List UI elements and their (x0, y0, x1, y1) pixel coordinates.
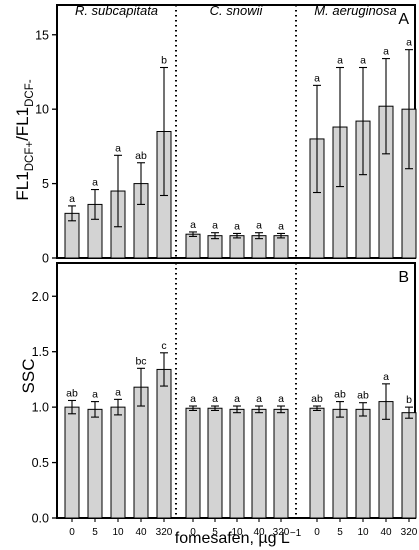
sig-label-b-0-3: bc (135, 355, 146, 367)
bar-b-2-4 (401, 412, 417, 519)
y-axis-title-b: SSC (19, 359, 38, 394)
sig-label-b-2-0: ab (311, 393, 323, 405)
x-axis-title-sup: −1 (290, 528, 302, 539)
sig-label-b-1-2: a (234, 393, 240, 405)
y-tick-label-a-0: 0 (42, 252, 49, 266)
sig-label-a-2-1: a (337, 55, 343, 67)
y-tick-label-b-2: 1.0 (32, 401, 49, 415)
sig-label-a-1-0: a (190, 219, 196, 231)
sig-label-a-0-0: a (69, 193, 75, 205)
x-tick-label-1-2: 10 (231, 527, 243, 538)
y-axis-title-a-sub1: DCF+ (24, 141, 36, 172)
bar-b-0-0 (64, 406, 80, 519)
sig-label-b-2-2: ab (357, 390, 369, 402)
panel-b: 0.00.51.01.52.0Bab0a5a10bc40c320a0a5a10a… (32, 262, 418, 538)
x-tick-label-2-0: 0 (314, 527, 320, 538)
bar-b-1-3 (251, 408, 267, 519)
sig-label-b-2-1: ab (334, 389, 346, 401)
sig-label-b-1-4: a (278, 393, 284, 405)
sig-label-a-0-3: ab (135, 150, 147, 162)
y-tick-label-a-2: 10 (35, 103, 49, 117)
bar-a-1-2 (229, 235, 245, 259)
bar-b-1-0 (185, 407, 201, 519)
sig-label-b-0-0: ab (66, 387, 78, 399)
species-label-1: C. snowii (210, 3, 264, 18)
x-tick-label-0-3: 40 (135, 527, 147, 538)
sig-label-b-0-4: c (161, 340, 166, 352)
bar-b-0-2 (110, 406, 126, 519)
x-tick-label-2-3: 40 (380, 527, 392, 538)
bar-b-0-3 (133, 386, 149, 519)
panel-letter-b: B (398, 269, 409, 286)
x-tick-label-2-4: 320 (401, 527, 418, 538)
species-label-0: R. subcapitata (75, 3, 158, 18)
x-axis-title-main: fomesafen, µg L (175, 530, 290, 547)
sig-label-b-2-4: b (406, 394, 412, 406)
x-tick-label-2-1: 5 (337, 527, 343, 538)
sig-label-b-1-0: a (190, 393, 196, 405)
y-axis-title-a: FL1DCF+/FL1DCF- (13, 79, 36, 200)
species-label-2: M. aeruginosa (314, 3, 396, 18)
sig-label-a-2-0: a (314, 72, 320, 84)
sig-label-a-0-4: b (161, 55, 167, 67)
sig-label-a-2-3: a (383, 46, 389, 58)
x-axis-title: fomesafen, µg L−1 (175, 528, 302, 547)
bar-b-1-1 (207, 407, 223, 519)
x-tick-label-1-4: 320 (273, 527, 290, 538)
y-tick-label-b-4: 2.0 (32, 290, 49, 304)
sig-label-a-2-4: a (406, 37, 412, 49)
sig-label-b-2-3: a (383, 371, 389, 383)
sig-label-b-0-2: a (115, 386, 121, 398)
y-tick-label-b-3: 1.5 (32, 345, 49, 359)
sig-label-b-1-3: a (256, 393, 262, 405)
bar-b-2-0 (309, 407, 325, 519)
bar-b-0-1 (87, 408, 103, 519)
sig-label-a-0-2: a (115, 142, 121, 154)
bar-a-1-4 (273, 235, 289, 259)
y-tick-label-b-0: 0.0 (32, 512, 49, 526)
y-tick-label-a-3: 15 (35, 28, 49, 42)
y-axis-title-a-sep: /FL1 (13, 107, 32, 141)
bar-a-1-0 (185, 233, 201, 259)
y-axis-title-a-sub2: DCF- (24, 79, 36, 107)
sig-label-a-1-3: a (256, 220, 262, 232)
bar-b-1-2 (229, 408, 245, 519)
x-tick-label-1-3: 40 (253, 527, 265, 538)
sig-label-a-1-2: a (234, 220, 240, 232)
sig-label-b-0-1: a (92, 389, 98, 401)
sig-label-a-0-1: a (92, 177, 98, 189)
y-axis-title-a-main: FL1 (13, 171, 32, 200)
sig-label-a-2-2: a (360, 55, 366, 67)
x-tick-label-2-2: 10 (357, 527, 369, 538)
x-tick-label-1-1: 5 (212, 527, 218, 538)
y-tick-label-a-1: 5 (42, 177, 49, 191)
x-tick-label-0-0: 0 (69, 527, 75, 538)
panel-letter-a: A (398, 11, 409, 28)
bar-b-2-2 (355, 408, 371, 519)
sig-label-a-1-4: a (278, 220, 284, 232)
bar-b-0-4 (156, 368, 172, 519)
sig-label-a-1-1: a (212, 220, 218, 232)
bar-b-1-4 (273, 408, 289, 519)
x-tick-label-1-0: 0 (190, 527, 196, 538)
sig-label-b-1-1: a (212, 393, 218, 405)
x-tick-label-0-2: 10 (112, 527, 124, 538)
y-tick-label-b-1: 0.5 (32, 456, 49, 470)
panel-a: 0 5 10 15 A R. subcapitata a a a ab b C. snowii a a a a… (35, 3, 417, 266)
x-tick-label-0-4: 320 (156, 527, 173, 538)
bar-b-2-1 (332, 408, 348, 519)
x-tick-label-0-1: 5 (92, 527, 98, 538)
